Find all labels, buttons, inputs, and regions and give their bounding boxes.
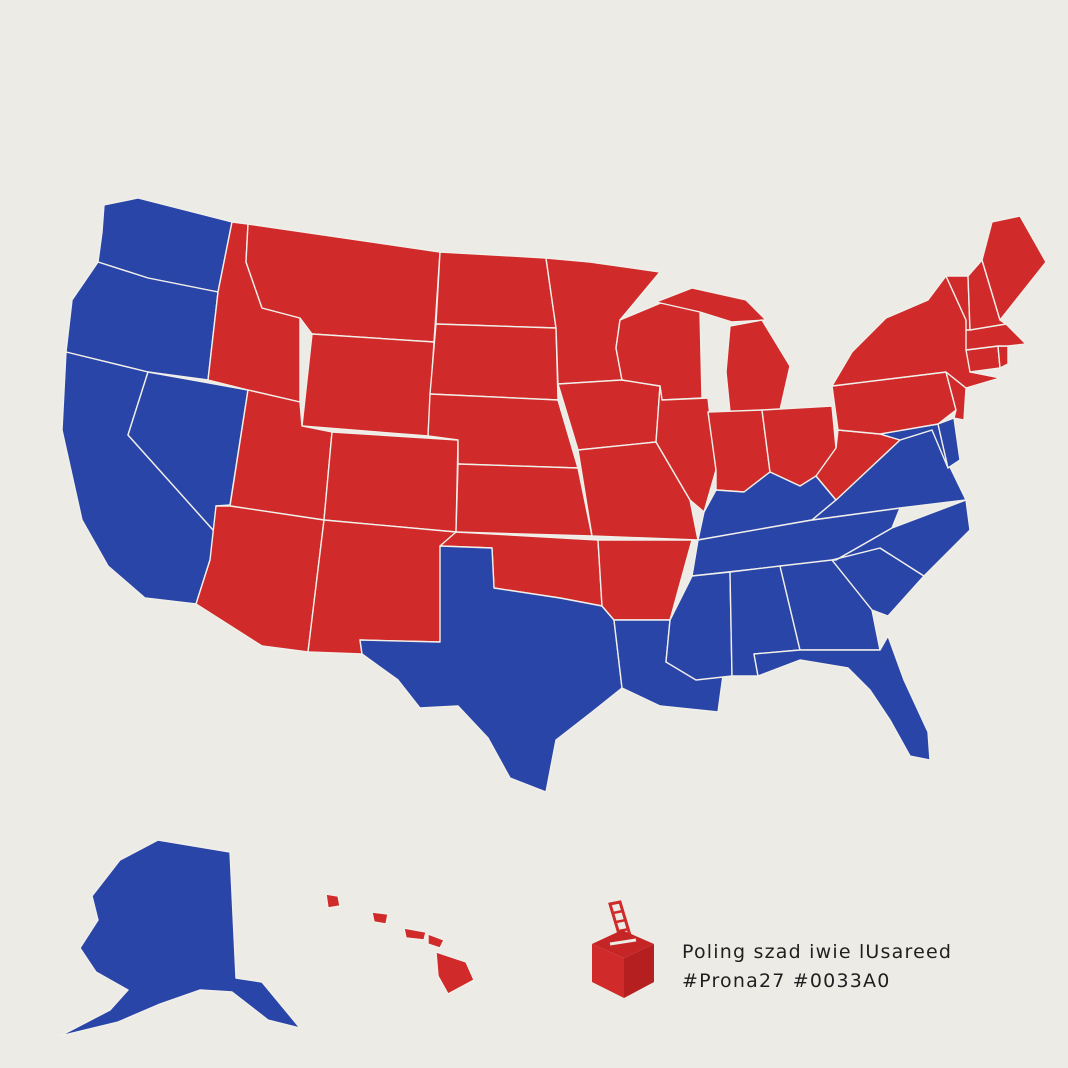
state-il — [655, 385, 717, 513]
state-ak — [59, 839, 301, 1037]
state-me — [981, 215, 1047, 321]
state-or — [65, 261, 219, 381]
ballot-box-icon — [592, 900, 654, 998]
state-ga — [779, 559, 881, 651]
state-nm — [307, 519, 457, 655]
state-nd — [435, 251, 557, 329]
state-mo — [577, 441, 699, 541]
state-sd — [429, 323, 559, 401]
state-nh — [967, 259, 1007, 331]
state-co — [323, 431, 459, 533]
state-fl — [753, 635, 931, 761]
state-hi — [325, 893, 475, 995]
state-ia — [557, 379, 661, 451]
legend-line-2: #Prona27 #0033A0 — [682, 970, 891, 992]
state-tx — [359, 545, 623, 793]
state-vt — [945, 275, 971, 331]
legend-line-1: Poling szad iwie lUsareed — [682, 941, 953, 963]
state-nc — [831, 499, 971, 577]
legend: Poling szad iwie lUsareed #Prona27 #0033… — [586, 900, 1046, 1010]
state-wy — [301, 333, 435, 437]
state-de — [937, 417, 961, 469]
state-ri — [997, 345, 1009, 369]
legend-text: Poling szad iwie lUsareed #Prona27 #0033… — [682, 938, 952, 996]
state-ks — [455, 463, 593, 537]
state-az — [195, 505, 325, 653]
